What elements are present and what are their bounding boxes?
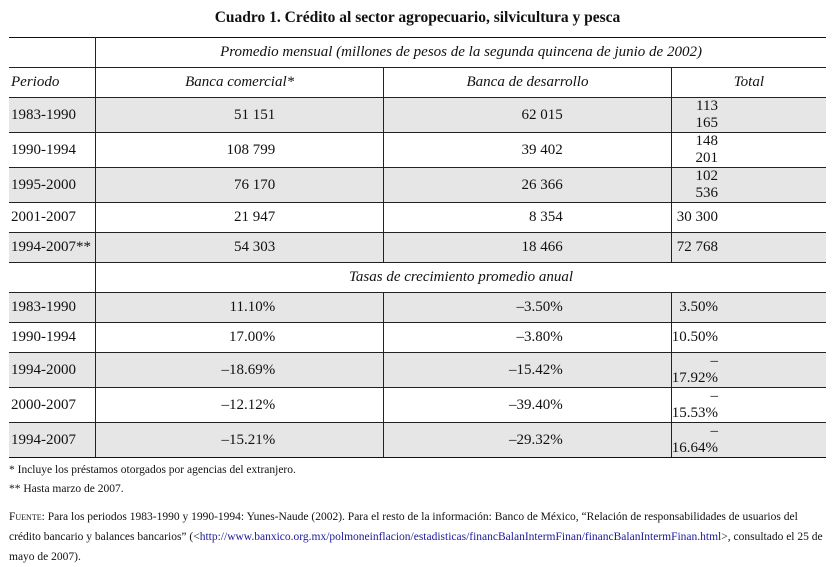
col-header-comercial: Banca comercial* [95, 67, 385, 98]
footnote-2: ** Hasta marzo de 2007. [9, 483, 124, 495]
col-header-desarrollo: Banca de desarrollo [383, 67, 672, 98]
cell-total: 72 768 [671, 232, 826, 263]
section-header-row: Promedio mensual (millones de pesos de l… [9, 37, 826, 68]
source-link[interactable]: http://www.banxico.org.mx/polmoneinflaci… [199, 531, 722, 543]
cell-comercial: –15.21% [95, 422, 385, 458]
cell-desarrollo: 26 366 [383, 167, 672, 203]
table-row: 1994-2007 –15.21% –29.32% –16.64% [9, 422, 826, 458]
table-row: 1995-2000 76 170 26 366 102 536 [9, 167, 826, 203]
empty-cell [9, 262, 97, 293]
cell-total: –16.64% [671, 422, 826, 458]
cell-period: 1983-1990 [9, 292, 97, 323]
column-header-row: Periodo Banca comercial* Banca de desarr… [9, 67, 826, 98]
cell-desarrollo: 62 015 [383, 97, 672, 133]
cell-total: 30 300 [671, 202, 826, 233]
cell-period: 2000-2007 [9, 387, 97, 423]
table-row: 1994-2007** 54 303 18 466 72 768 [9, 232, 826, 263]
cell-desarrollo: –29.32% [383, 422, 672, 458]
cell-comercial: 51 151 [95, 97, 385, 133]
cell-period: 1995-2000 [9, 167, 97, 203]
cell-desarrollo: 8 354 [383, 202, 672, 233]
cell-total: –17.92% [671, 352, 826, 388]
cell-comercial: 17.00% [95, 322, 385, 353]
cell-total: 3.50% [671, 292, 826, 323]
section1-header: Promedio mensual (millones de pesos de l… [95, 37, 826, 68]
cell-period: 1994-2007** [9, 232, 97, 263]
cell-total: 148 201 [671, 132, 826, 168]
table-row: 2000-2007 –12.12% –39.40% –15.53% [9, 387, 826, 423]
credit-table: Promedio mensual (millones de pesos de l… [9, 37, 826, 458]
section2-header: Tasas de crecimiento promedio anual [95, 262, 826, 293]
cell-desarrollo: 18 466 [383, 232, 672, 263]
source-note: Fuente: Para los periodos 1983-1990 y 19… [9, 507, 824, 567]
table-row: 1990-1994 108 799 39 402 148 201 [9, 132, 826, 168]
footnote-1: * Incluye los préstamos otorgados por ag… [9, 464, 296, 476]
cell-total: 10.50% [671, 322, 826, 353]
cell-period: 1990-1994 [9, 322, 97, 353]
col-header-periodo: Periodo [9, 67, 97, 98]
cell-comercial: 11.10% [95, 292, 385, 323]
col-header-total: Total [671, 67, 826, 98]
cell-comercial: 54 303 [95, 232, 385, 263]
cell-comercial: 21 947 [95, 202, 385, 233]
cell-comercial: 108 799 [95, 132, 385, 168]
cell-comercial: –18.69% [95, 352, 385, 388]
table-row: 1994-2000 –18.69% –15.42% –17.92% [9, 352, 826, 388]
table-title: Cuadro 1. Crédito al sector agropecuario… [214, 9, 621, 26]
cell-period: 1983-1990 [9, 97, 97, 133]
cell-desarrollo: –3.80% [383, 322, 672, 353]
cell-comercial: –12.12% [95, 387, 385, 423]
cell-period: 1994-2000 [9, 352, 97, 388]
table-row: 2001-2007 21 947 8 354 30 300 [9, 202, 826, 233]
cell-desarrollo: 39 402 [383, 132, 672, 168]
cell-period: 1990-1994 [9, 132, 97, 168]
table-row: 1990-1994 17.00% –3.80% 10.50% [9, 322, 826, 353]
notes: * Incluye los préstamos otorgados por ag… [9, 461, 824, 567]
cell-total: 102 536 [671, 167, 826, 203]
source-label: Fuente: [9, 511, 45, 523]
cell-desarrollo: –15.42% [383, 352, 672, 388]
cell-comercial: 76 170 [95, 167, 385, 203]
cell-total: –15.53% [671, 387, 826, 423]
empty-cell [9, 37, 97, 68]
cell-total: 113 165 [671, 97, 826, 133]
section-header-row: Tasas de crecimiento promedio anual [9, 262, 826, 293]
cell-period: 1994-2007 [9, 422, 97, 458]
table-row: 1983-1990 11.10% –3.50% 3.50% [9, 292, 826, 323]
cell-desarrollo: –3.50% [383, 292, 672, 323]
cell-period: 2001-2007 [9, 202, 97, 233]
table-row: 1983-1990 51 151 62 015 113 165 [9, 97, 826, 133]
cell-desarrollo: –39.40% [383, 387, 672, 423]
